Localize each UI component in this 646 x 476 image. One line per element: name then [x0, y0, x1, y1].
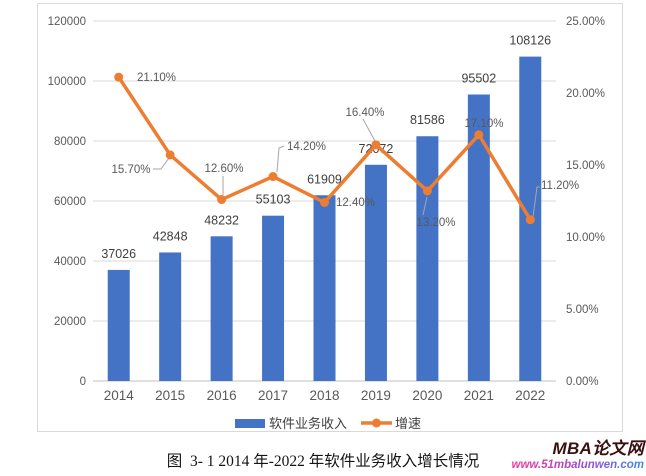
growth-point-2021	[474, 130, 484, 140]
y-axis-left-tick: 40000	[54, 256, 86, 268]
figure-caption: 图 3- 1 2014 年-2022 年软件业务收入增长情况	[166, 453, 480, 470]
x-axis-label: 2015	[155, 388, 185, 403]
label-leader-line	[276, 145, 285, 173]
bar-value-label: 55103	[256, 193, 291, 207]
y-axis-right-tick: 5.00%	[566, 304, 599, 316]
bar-value-label: 48232	[204, 213, 239, 227]
label-leader-line	[532, 186, 540, 218]
bar-2016	[210, 236, 233, 381]
legend-growth-label: 增速	[395, 416, 421, 431]
legend: 软件业务收入 增速	[235, 416, 421, 431]
growth-value-label: 21.10%	[137, 72, 176, 84]
growth-point-2022	[525, 215, 535, 225]
bar-value-label: 42848	[153, 229, 188, 243]
legend-growth-marker-point	[372, 418, 381, 428]
watermark-url-link[interactable]: www.51mbalunwen.com	[511, 459, 645, 472]
x-axis-label: 2021	[464, 388, 494, 403]
watermark: MBA论文网 www.51mbalunwen.com	[512, 439, 645, 473]
y-axis-left-tick: 0	[80, 376, 86, 388]
bar-value-label: 81586	[410, 113, 445, 127]
y-axis-right-tick: 25.00%	[566, 16, 605, 28]
x-axis-label: 2017	[258, 388, 288, 403]
label-leader-line	[422, 196, 428, 216]
legend-revenue-swatch	[235, 419, 265, 428]
y-axis-left-tick: 120000	[48, 16, 86, 28]
growth-value-label: 11.20%	[541, 180, 579, 192]
growth-value-label: 15.70%	[111, 164, 150, 176]
y-axis-left-tick: 20000	[54, 316, 86, 328]
bar-value-label: 61909	[307, 172, 342, 186]
growth-point-2016	[217, 195, 227, 205]
growth-value-label: 12.60%	[204, 163, 243, 175]
growth-value-label: 17.10%	[464, 118, 503, 130]
y-axis-right-tick: 20.00%	[566, 88, 605, 100]
y-axis-right-tick: 0.00%	[566, 376, 599, 388]
growth-point-2020	[422, 186, 432, 196]
growth-point-2014	[114, 72, 124, 82]
growth-value-label: 16.40%	[345, 107, 384, 119]
label-leader-line	[153, 157, 170, 170]
x-axis-label: 2019	[361, 388, 391, 403]
x-axis-label: 2020	[412, 388, 442, 403]
bar-2014	[107, 269, 130, 381]
growth-point-2015	[165, 150, 175, 160]
bar-2020	[416, 136, 439, 381]
bar-2021	[467, 94, 490, 381]
bar-value-label: 95502	[461, 71, 496, 85]
watermark-site-name: MBA论文网	[552, 439, 644, 458]
bar-2019	[364, 164, 387, 381]
growth-value-label: 13.20%	[416, 217, 455, 229]
growth-point-2019	[371, 140, 381, 150]
y-axis-right-tick: 15.00%	[566, 160, 605, 172]
chart-generated-content: 0 20000 40000 60000 80000 100000 120000 0.00% 5.…	[48, 16, 605, 403]
x-axis-label: 2022	[515, 388, 545, 403]
legend-revenue-label: 软件业务收入	[269, 416, 347, 431]
y-axis-left-tick: 80000	[54, 136, 86, 148]
bar-value-label: 108126	[509, 34, 551, 48]
y-axis-left-tick: 60000	[54, 196, 86, 208]
bar-value-label: 37026	[101, 247, 136, 261]
bar-2017	[262, 215, 285, 381]
x-axis-label: 2014	[104, 388, 135, 403]
growth-value-label: 12.40%	[336, 197, 375, 209]
bar-2015	[159, 252, 182, 381]
growth-point-2018	[320, 197, 329, 207]
x-axis-label: 2016	[207, 388, 237, 403]
y-axis-left-tick: 100000	[48, 76, 86, 88]
bar-2018	[313, 195, 336, 381]
x-axis-label: 2018	[309, 388, 339, 403]
growth-value-label: 14.20%	[287, 141, 326, 153]
y-axis-right-tick: 10.00%	[566, 232, 605, 244]
label-leader-line	[362, 118, 376, 142]
growth-point-2017	[268, 172, 278, 182]
